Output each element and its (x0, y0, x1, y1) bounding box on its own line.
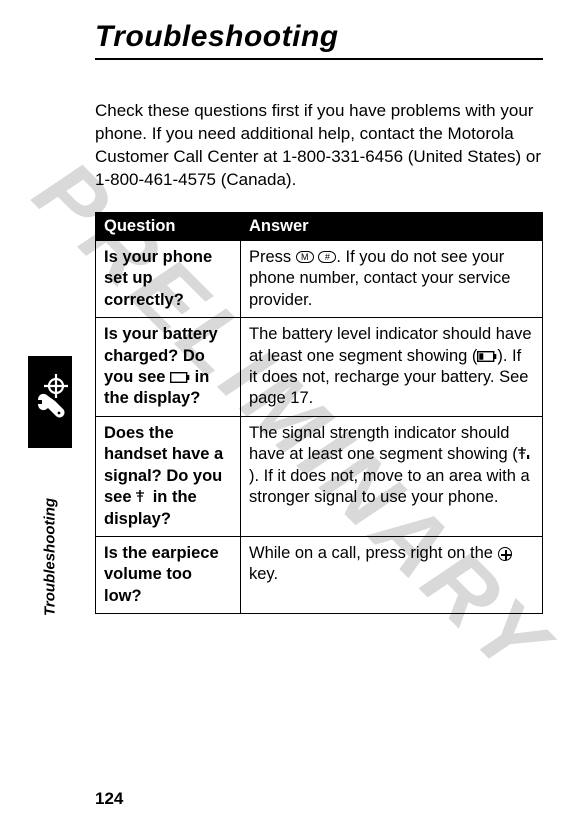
answer-text-pre: The signal strength indicator should hav… (249, 424, 518, 463)
col-header-question: Question (96, 212, 241, 240)
answer-cell: While on a call, press right on the key. (241, 537, 543, 614)
battery-one-bar-icon (477, 351, 497, 362)
answer-cell: The signal strength indicator should hav… (241, 416, 543, 536)
signal-icon (136, 490, 148, 507)
troubleshooting-table: Question Answer Is your phone set up cor… (95, 212, 543, 615)
question-cell: Does the handset have a signal? Do you s… (96, 416, 241, 536)
answer-text-post: key. (249, 565, 278, 583)
side-tab: Troubleshooting (28, 356, 72, 666)
table-header-row: Question Answer (96, 212, 543, 240)
answer-text-post: ). If it does not, move to an area with … (249, 467, 530, 506)
question-cell: Is your battery charged? Do you see in t… (96, 318, 241, 417)
signal-one-bar-icon (518, 447, 532, 464)
answer-text-pre: While on a call, press right on the (249, 544, 498, 562)
battery-empty-icon (170, 372, 190, 383)
intro-paragraph: Check these questions first if you have … (95, 100, 543, 192)
answer-cell: The battery level indicator should have … (241, 318, 543, 417)
table-row: Is your battery charged? Do you see in t… (96, 318, 543, 417)
nav-key-icon (498, 547, 512, 561)
side-tab-label: Troubleshooting (42, 498, 59, 616)
page-title: Troubleshooting (95, 20, 543, 60)
col-header-answer: Answer (241, 212, 543, 240)
menu-key-icon: M (296, 251, 314, 263)
hash-key-icon: # (318, 251, 336, 263)
table-row: Is the earpiece volume too low? While on… (96, 537, 543, 614)
table-row: Does the handset have a signal? Do you s… (96, 416, 543, 536)
page-number: 124 (95, 789, 123, 809)
answer-text-pre: Press (249, 248, 296, 266)
side-tab-icon-box (28, 356, 72, 448)
side-tab-label-wrap: Troubleshooting (28, 448, 72, 666)
answer-cell: Press M #. If you do not see your phone … (241, 240, 543, 317)
wrench-target-icon (32, 372, 68, 433)
question-cell: Is your phone set up correctly? (96, 240, 241, 317)
table-row: Is your phone set up correctly? Press M … (96, 240, 543, 317)
question-cell: Is the earpiece volume too low? (96, 537, 241, 614)
